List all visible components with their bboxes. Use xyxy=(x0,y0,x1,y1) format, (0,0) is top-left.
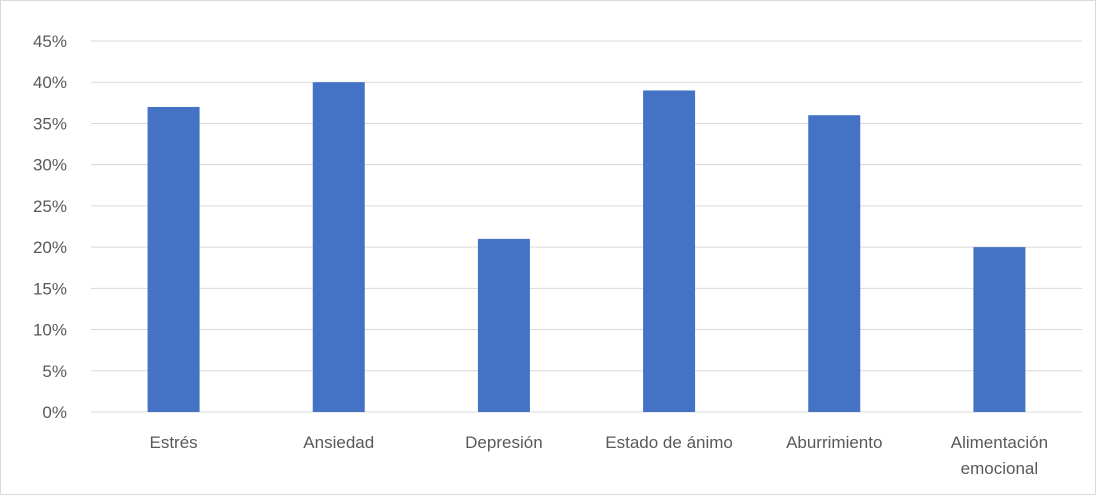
x-axis: Estrés Ansiedad Depresión Estado de ánimo Ab… xyxy=(149,433,1048,478)
bars xyxy=(147,82,1026,412)
y-tick-label: 15% xyxy=(33,279,67,298)
y-tick-label: 35% xyxy=(33,114,67,133)
y-tick-label: 30% xyxy=(33,156,67,175)
y-tick-label: 45% xyxy=(33,32,67,51)
gridlines xyxy=(91,40,1082,413)
y-tick-label: 5% xyxy=(42,362,67,381)
x-tick-label: Estado de ánimo xyxy=(605,433,733,452)
y-tick-label: 0% xyxy=(42,403,67,422)
x-tick-label: Aburrimiento xyxy=(786,433,882,452)
bar xyxy=(643,90,696,412)
y-tick-label: 25% xyxy=(33,197,67,216)
y-tick-label: 40% xyxy=(33,73,67,92)
bar xyxy=(147,106,200,412)
y-axis: 0% 5% 10% 15% 20% 25% 30% 35% 40% 45% xyxy=(33,32,67,422)
bar xyxy=(808,115,861,412)
x-tick-label: Alimentación emocional xyxy=(951,433,1048,478)
y-tick-label: 10% xyxy=(33,321,67,340)
x-tick-label: Estrés xyxy=(149,433,197,452)
bar xyxy=(973,247,1026,412)
bar xyxy=(477,238,530,412)
x-tick-label: Depresión xyxy=(465,433,543,452)
y-tick-label: 20% xyxy=(33,238,67,257)
x-tick-label: Ansiedad xyxy=(303,433,374,452)
bar xyxy=(312,82,365,412)
